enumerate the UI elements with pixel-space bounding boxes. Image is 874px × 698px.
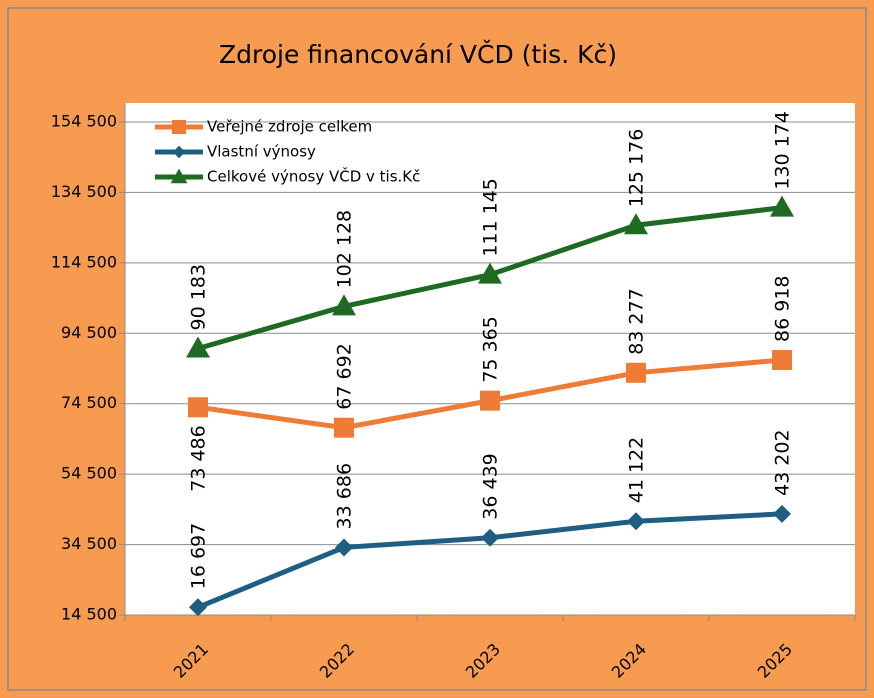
- data-label: 125 176: [626, 129, 648, 208]
- y-tick-label: 154 500: [51, 112, 117, 131]
- legend-marker: [172, 120, 186, 134]
- data-label: 16 697: [188, 523, 210, 589]
- point: [478, 262, 502, 284]
- data-label: 111 145: [480, 178, 502, 257]
- y-tick-label: 134 500: [51, 182, 117, 201]
- y-tick-label: 114 500: [51, 252, 117, 271]
- legend-marker: [170, 168, 188, 184]
- legend-label: Vlastní výnosy: [207, 143, 316, 161]
- data-label: 36 439: [480, 453, 502, 519]
- data-label: 86 918: [772, 276, 794, 342]
- point: [334, 417, 354, 438]
- data-label: 67 692: [334, 343, 356, 409]
- point: [481, 528, 499, 547]
- point: [626, 362, 646, 383]
- y-tick-label: 14 500: [61, 605, 117, 624]
- data-label: 73 486: [188, 425, 210, 491]
- point: [773, 504, 791, 523]
- data-label: 75 365: [480, 316, 502, 382]
- legend-label: Veřejné zdroje celkem: [207, 118, 372, 136]
- data-label: 43 202: [772, 429, 794, 495]
- point: [480, 390, 500, 411]
- point: [188, 397, 208, 418]
- point: [627, 512, 645, 531]
- chart-title: Zdroje financování VČD (tis. Kč): [219, 39, 617, 69]
- data-label: 41 122: [626, 437, 648, 503]
- y-tick-label: 54 500: [61, 464, 117, 483]
- y-tick-label: 74 500: [61, 393, 117, 412]
- chart-border: [7, 7, 867, 691]
- data-label: 33 686: [334, 463, 356, 529]
- y-tick-label: 34 500: [61, 534, 117, 553]
- data-label: 83 277: [626, 288, 648, 354]
- data-label: 90 183: [188, 264, 210, 330]
- point: [772, 349, 792, 370]
- legend-marker: [172, 145, 186, 159]
- point: [189, 598, 207, 617]
- data-label: 130 174: [772, 111, 794, 190]
- point: [332, 294, 356, 316]
- point: [186, 336, 210, 358]
- point: [335, 538, 353, 557]
- point: [624, 213, 648, 235]
- data-label: 102 128: [334, 210, 356, 289]
- y-tick-label: 94 500: [61, 323, 117, 342]
- point: [770, 195, 794, 217]
- legend-label: Celkové výnosy VČD v tis.Kč: [207, 167, 420, 186]
